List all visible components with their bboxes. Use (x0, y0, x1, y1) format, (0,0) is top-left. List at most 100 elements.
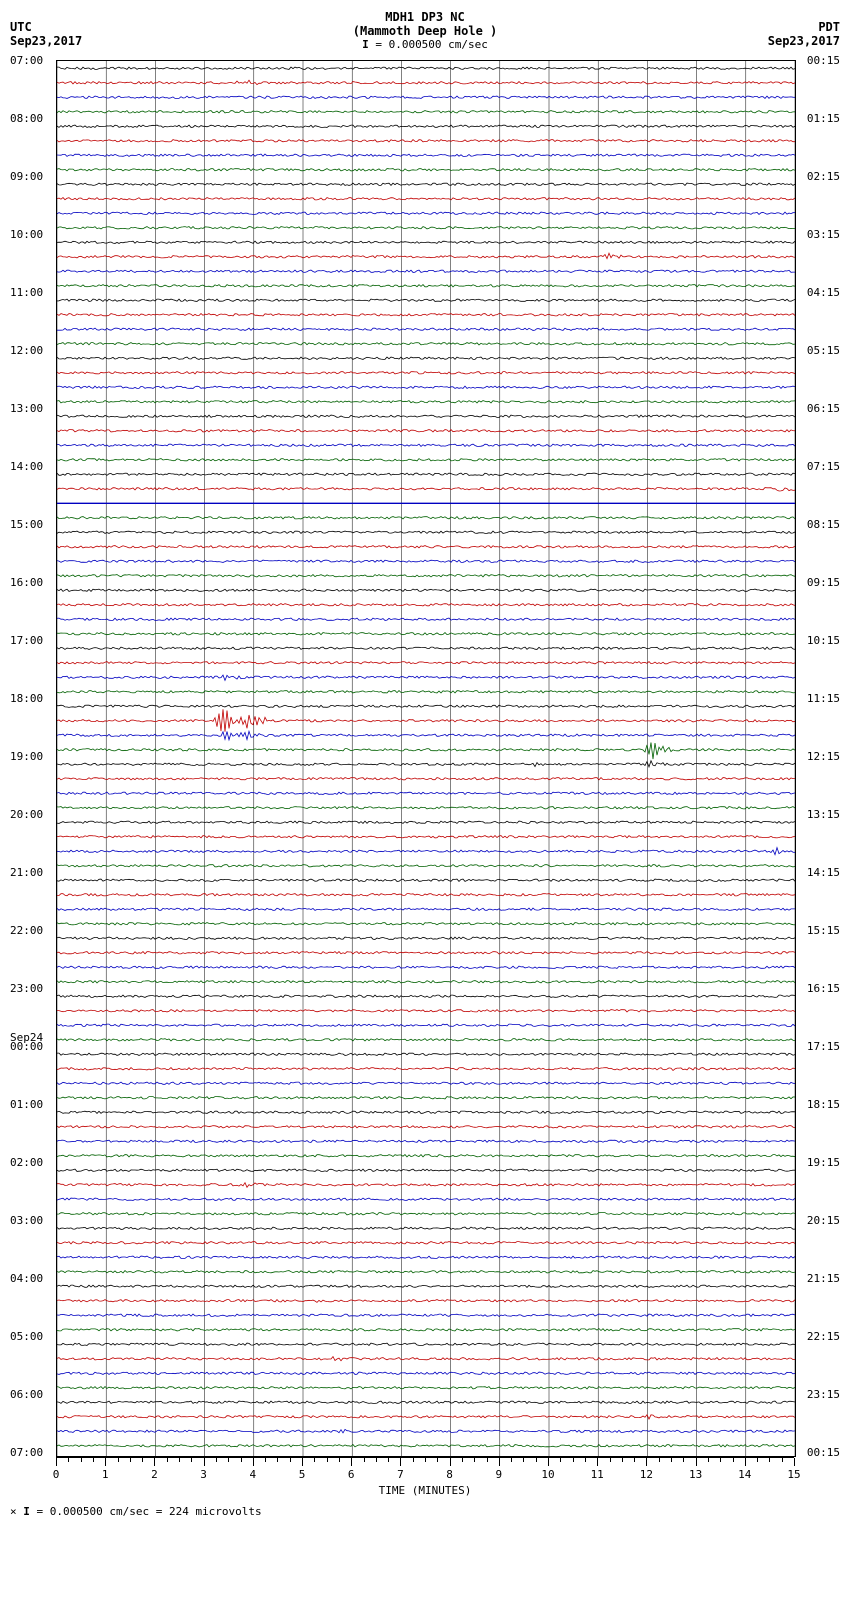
left-time-label: 08:00 (10, 113, 43, 124)
trace-row (57, 848, 795, 855)
x-tick-minor (290, 1458, 291, 1462)
right-time-label: 00:15 (807, 1447, 840, 1458)
trace-row (57, 1242, 795, 1244)
x-tick-minor (68, 1458, 69, 1462)
x-tick-major (548, 1458, 549, 1466)
station-location: (Mammoth Deep Hole ) (10, 24, 840, 38)
footer: × I = 0.000500 cm/sec = 224 microvolts (10, 1505, 840, 1518)
left-time-label: 02:00 (10, 1157, 43, 1168)
left-time-label: 17:00 (10, 635, 43, 646)
x-tick-major (400, 1458, 401, 1466)
x-tick-label: 8 (446, 1468, 453, 1481)
trace-row (57, 836, 795, 838)
trace-row (57, 96, 795, 98)
right-time-label: 05:15 (807, 345, 840, 356)
trace-row (57, 531, 795, 533)
trace-row (57, 807, 795, 809)
trace-row (57, 386, 795, 388)
trace-row (57, 372, 795, 374)
trace-row (57, 1183, 795, 1188)
right-time-label: 06:15 (807, 403, 840, 414)
trace-row (57, 1256, 795, 1258)
trace-row (57, 1082, 795, 1084)
x-tick-minor (339, 1458, 340, 1462)
trace-row (57, 1357, 795, 1361)
x-tick-label: 7 (397, 1468, 404, 1481)
x-tick-major (204, 1458, 205, 1466)
x-tick-minor (277, 1458, 278, 1462)
right-time-label: 22:15 (807, 1331, 840, 1342)
left-time-label: 03:00 (10, 1215, 43, 1226)
left-time-label: 07:00 (10, 1447, 43, 1458)
trace-row (57, 1198, 795, 1200)
right-time-label: 21:15 (807, 1273, 840, 1284)
left-time-label: 23:00 (10, 983, 43, 994)
x-tick-major (302, 1458, 303, 1466)
x-tick-major (646, 1458, 647, 1466)
trace-row (57, 1010, 795, 1012)
left-time-label: 21:00 (10, 867, 43, 878)
left-time-label: 19:00 (10, 751, 43, 762)
trace-row (57, 1271, 795, 1273)
x-tick-minor (437, 1458, 438, 1462)
trace-row (57, 169, 795, 171)
left-time-label: 00:00 (10, 1041, 43, 1052)
trace-row (57, 1445, 795, 1447)
pdt-date: Sep23,2017 (768, 34, 840, 48)
left-time-label: 04:00 (10, 1273, 43, 1284)
x-tick-major (351, 1458, 352, 1466)
trace-row (57, 1053, 795, 1055)
trace-row (57, 517, 795, 519)
x-tick-minor (413, 1458, 414, 1462)
trace-row (57, 589, 795, 591)
left-time-label: 15:00 (10, 519, 43, 530)
x-tick-minor (376, 1458, 377, 1462)
right-time-label: 00:15 (807, 55, 840, 66)
right-time-label: 03:15 (807, 229, 840, 240)
x-tick-label: 11 (591, 1468, 604, 1481)
header-left: UTC Sep23,2017 (10, 20, 82, 48)
right-time-label: 09:15 (807, 577, 840, 588)
trace-row (57, 1140, 795, 1142)
trace-row (57, 212, 795, 214)
trace-row (57, 1415, 795, 1419)
x-tick-minor (511, 1458, 512, 1462)
utc-date: Sep23,2017 (10, 34, 82, 48)
trace-row (57, 1169, 795, 1171)
trace-row (57, 198, 795, 200)
trace-row (57, 328, 795, 330)
trace-row (57, 430, 795, 432)
left-time-label: 10:00 (10, 229, 43, 240)
x-tick-minor (610, 1458, 611, 1462)
right-time-labels: 00:1501:1502:1503:1504:1505:1506:1507:15… (796, 60, 840, 1455)
seismogram-container: UTC Sep23,2017 MDH1 DP3 NC (Mammoth Deep… (10, 10, 840, 1518)
trace-row (57, 705, 795, 707)
trace-row (57, 459, 795, 461)
trace-row (57, 865, 795, 867)
x-tick-minor (757, 1458, 758, 1462)
trace-row (57, 894, 795, 896)
x-tick-minor (388, 1458, 389, 1462)
right-time-label: 04:15 (807, 287, 840, 298)
trace-row (57, 285, 795, 287)
x-tick-minor (622, 1458, 623, 1462)
x-tick-minor (708, 1458, 709, 1462)
x-tick-minor (634, 1458, 635, 1462)
x-tick-minor (536, 1458, 537, 1462)
right-time-label: 11:15 (807, 693, 840, 704)
trace-row (57, 633, 795, 635)
station-code: MDH1 DP3 NC (10, 10, 840, 24)
pdt-label: PDT (768, 20, 840, 34)
footer-text: = 0.000500 cm/sec = 224 microvolts (37, 1505, 262, 1518)
trace-row (57, 792, 795, 794)
trace-row (57, 731, 795, 740)
trace-row (57, 1387, 795, 1389)
x-tick-label: 5 (299, 1468, 306, 1481)
x-tick-minor (179, 1458, 180, 1462)
right-time-label: 19:15 (807, 1157, 840, 1168)
trace-row (57, 618, 795, 620)
right-time-label: 02:15 (807, 171, 840, 182)
trace-row (57, 444, 795, 446)
right-time-label: 23:15 (807, 1389, 840, 1400)
trace-row (57, 1111, 795, 1113)
